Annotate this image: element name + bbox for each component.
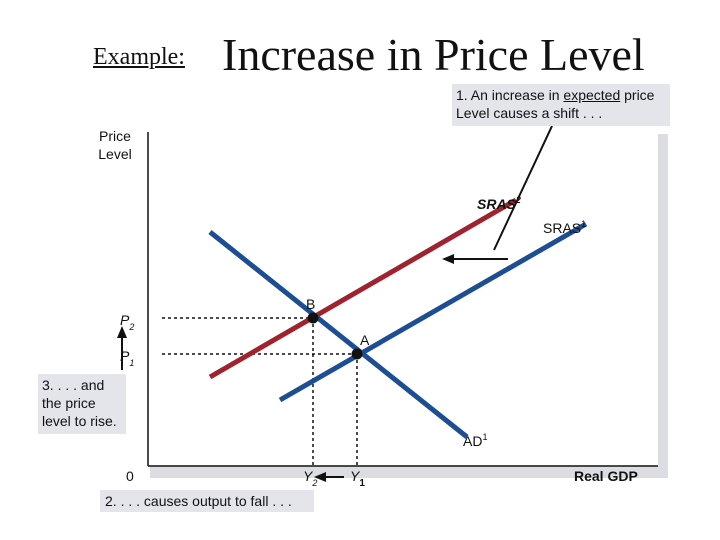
y2-tick-label: Y2 [303,468,317,488]
output-arrowhead [314,472,326,482]
annotation-note-2: 2. . . . causes output to fall . . . [100,490,314,512]
y-axis-label-line1: Price [99,128,131,144]
point-b [307,312,319,324]
guide-lines [162,317,358,466]
sras2-curve [208,197,518,380]
note3-line1: 3. . . . and [42,377,105,393]
note1-text-b: price [620,87,655,103]
note1-line1: 1. An increase in expected price [456,86,670,104]
y1-tick-label: Y1 [350,468,365,489]
page-title: Increase in Price Level [222,29,645,80]
note3-line3: level to rise. [42,413,117,429]
point-b-label: B [306,296,315,312]
y-axis-label: Price Level [90,127,140,163]
ad1-label: AD1 [463,432,487,449]
ad1-curve [208,230,469,439]
note3-line2: the price [42,395,96,411]
sras1-curve [278,221,588,403]
p2-tick-label: P2 [120,312,134,332]
annotation-note-1: 1. An increase in expected price Level c… [452,84,670,126]
point-a-label: A [360,332,370,348]
point-a [351,348,363,360]
plot-area [148,132,658,466]
note1-pointer-line [493,125,553,251]
x-axis-label: Real GDP [574,468,638,484]
note1-text-a: 1. An increase in [456,87,564,103]
sras1-label: SRAS1 [543,219,586,236]
shift-arrowhead [442,254,454,264]
note1-line2: Level causes a shift . . . [456,105,603,121]
note1-text-underlined: expected [563,87,621,103]
origin-label: 0 [126,468,134,484]
p1-tick-label: P1 [120,348,134,368]
annotation-note-3: 3. . . . and the price level to rise. [38,374,126,434]
price-arrowhead [117,326,127,338]
y-axis-label-line2: Level [98,146,132,162]
sras2-label: SRAS2 [477,195,521,212]
title-prefix: Example: [93,44,185,70]
